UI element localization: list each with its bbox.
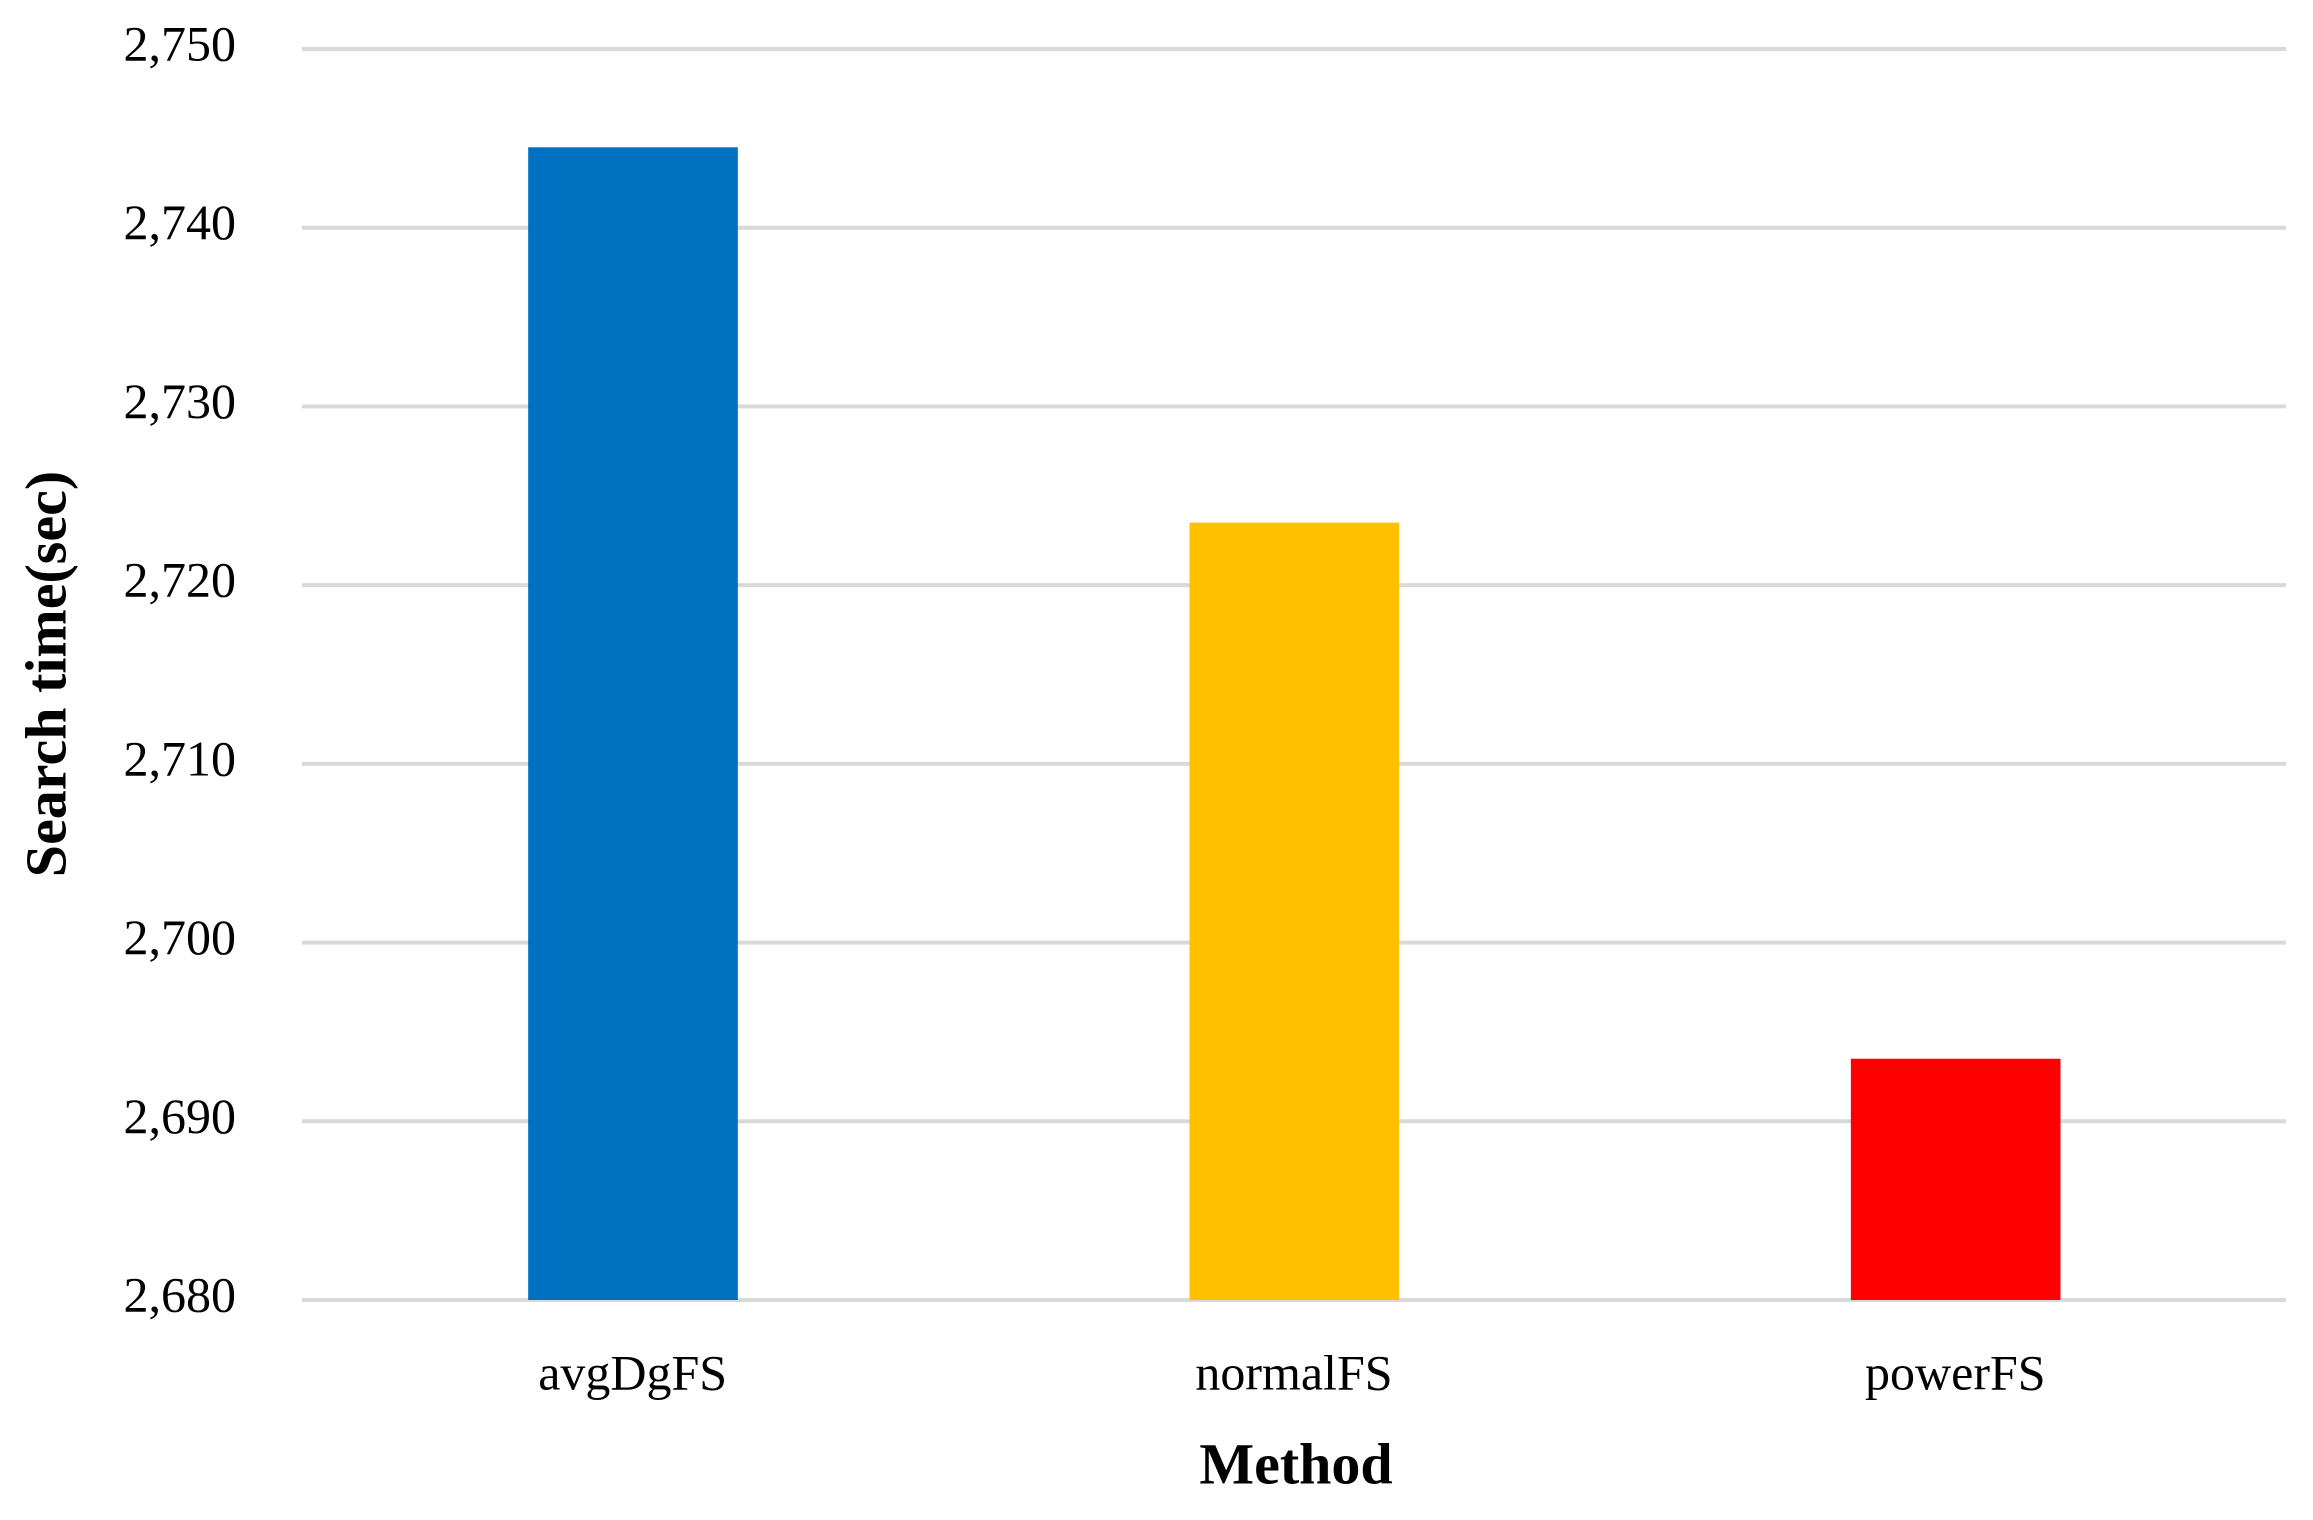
x-tick-label: powerFS: [1865, 1344, 2046, 1400]
y-tick-label: 2,750: [124, 15, 237, 71]
y-tick-label: 2,720: [124, 552, 237, 608]
y-tick-label: 2,740: [124, 194, 237, 250]
y-tick-label: 2,700: [124, 909, 237, 965]
bar: [528, 147, 738, 1301]
x-tick-label: normalFS: [1195, 1344, 1392, 1400]
y-tick-label: 2,710: [124, 730, 237, 786]
y-tick-label: 2,690: [124, 1088, 237, 1144]
x-tick-label: avgDgFS: [538, 1344, 727, 1400]
bar: [1189, 522, 1400, 1300]
x-axis-title: Method: [1199, 1431, 1392, 1496]
y-tick-label: 2,730: [124, 373, 237, 429]
bar: [1850, 1058, 2061, 1300]
y-axis-title: Search time(sec): [13, 471, 78, 877]
y-tick-label: 2,680: [124, 1266, 237, 1322]
